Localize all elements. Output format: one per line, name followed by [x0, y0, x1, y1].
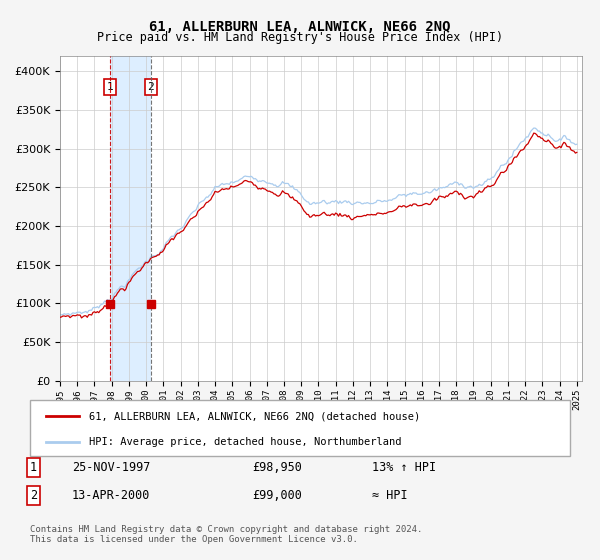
Text: 2: 2 [30, 489, 37, 502]
Text: ≈ HPI: ≈ HPI [372, 489, 407, 502]
Text: £98,950: £98,950 [252, 461, 302, 474]
Text: 1: 1 [30, 461, 37, 474]
Text: 1: 1 [107, 82, 113, 92]
Text: HPI: Average price, detached house, Northumberland: HPI: Average price, detached house, Nort… [89, 437, 402, 447]
Text: Price paid vs. HM Land Registry's House Price Index (HPI): Price paid vs. HM Land Registry's House … [97, 31, 503, 44]
Text: 61, ALLERBURN LEA, ALNWICK, NE66 2NQ (detached house): 61, ALLERBURN LEA, ALNWICK, NE66 2NQ (de… [89, 411, 421, 421]
Text: 13% ↑ HPI: 13% ↑ HPI [372, 461, 436, 474]
Text: Contains HM Land Registry data © Crown copyright and database right 2024.
This d: Contains HM Land Registry data © Crown c… [30, 525, 422, 544]
Bar [110, 56, 151, 381]
Text: 2: 2 [148, 82, 154, 92]
Text: 13-APR-2000: 13-APR-2000 [72, 489, 151, 502]
Text: 61, ALLERBURN LEA, ALNWICK, NE66 2NQ: 61, ALLERBURN LEA, ALNWICK, NE66 2NQ [149, 20, 451, 34]
Text: £99,000: £99,000 [252, 489, 302, 502]
Text: 25-NOV-1997: 25-NOV-1997 [72, 461, 151, 474]
